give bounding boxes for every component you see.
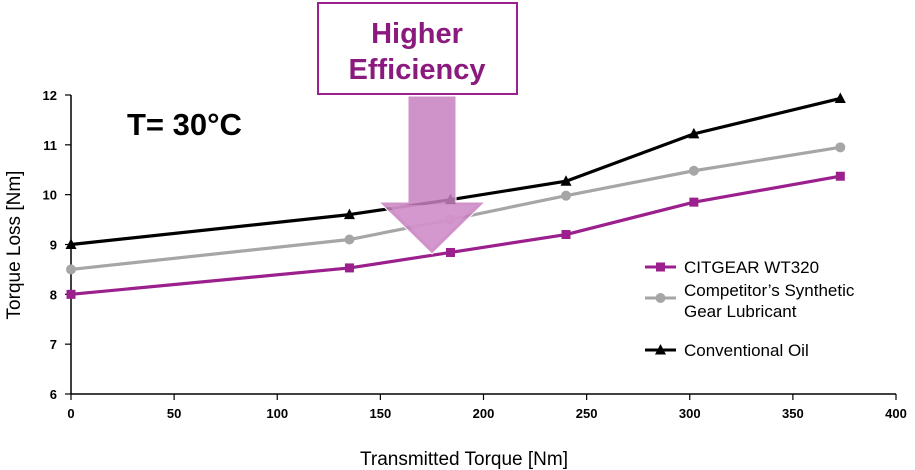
- data-point: [343, 208, 355, 220]
- x-tick-label: 0: [67, 406, 74, 421]
- legend-label: Competitor’s Synthetic: [684, 281, 855, 300]
- y-axis-title: Torque Loss [Nm]: [4, 171, 25, 320]
- y-tick-label: 10: [43, 188, 57, 203]
- y-tick-label: 8: [50, 287, 57, 302]
- legend-swatch-marker: [655, 344, 666, 355]
- x-tick-label: 200: [473, 406, 495, 421]
- y-tick-label: 7: [50, 337, 57, 352]
- x-tick-label: 400: [885, 406, 907, 421]
- data-point: [66, 264, 76, 275]
- x-tick-label: 50: [167, 406, 181, 421]
- temperature-label: T= 30°C: [127, 107, 242, 142]
- x-tick-label: 300: [679, 406, 701, 421]
- data-point: [835, 171, 845, 181]
- series-line: [70, 174, 841, 296]
- legend-swatch-marker: [655, 293, 666, 303]
- y-tick-label: 6: [50, 387, 57, 402]
- y-tick-label: 12: [43, 88, 57, 103]
- callout-line-1: Higher: [371, 18, 463, 50]
- arrow-head-highlight: [388, 205, 476, 249]
- data-point: [446, 247, 455, 257]
- legend-label: Conventional Oil: [684, 341, 809, 360]
- series-lines: [65, 92, 846, 299]
- data-point: [561, 230, 571, 240]
- data-point: [344, 263, 354, 273]
- y-tick-label: 9: [50, 238, 57, 253]
- x-axis-title: Transmitted Torque [Nm]: [360, 449, 568, 470]
- y-tick-label: 11: [43, 138, 57, 153]
- x-tick-label: 100: [266, 406, 288, 421]
- legend-swatch-marker: [656, 262, 665, 272]
- x-tick-label: 350: [782, 406, 804, 421]
- data-point: [561, 190, 571, 201]
- callout-line-2: Efficiency: [349, 54, 486, 86]
- data-point: [560, 175, 572, 186]
- data-point: [344, 234, 355, 245]
- higher-efficiency-arrow: [377, 95, 487, 255]
- data-point: [834, 92, 846, 103]
- axis-ticks: 0 50 100 150 200 250 300 350 400 6 7 8 9 10 11 12: [43, 88, 907, 421]
- data-point: [688, 165, 699, 176]
- legend-label: CITGEAR WT320: [684, 258, 819, 277]
- data-point: [689, 197, 699, 207]
- callout-box: [317, 2, 518, 95]
- data-point: [66, 289, 76, 299]
- x-tick-label: 250: [576, 406, 598, 421]
- legend-label: Gear Lubricant: [684, 302, 797, 321]
- data-point: [688, 127, 700, 139]
- data-point: [835, 142, 846, 153]
- data-point: [65, 238, 77, 249]
- x-tick-label: 150: [370, 406, 392, 421]
- legend: CITGEAR WT320 Competitor’s Synthetic Gear …: [645, 258, 855, 360]
- series-line: [70, 145, 841, 272]
- series-line: [70, 96, 841, 247]
